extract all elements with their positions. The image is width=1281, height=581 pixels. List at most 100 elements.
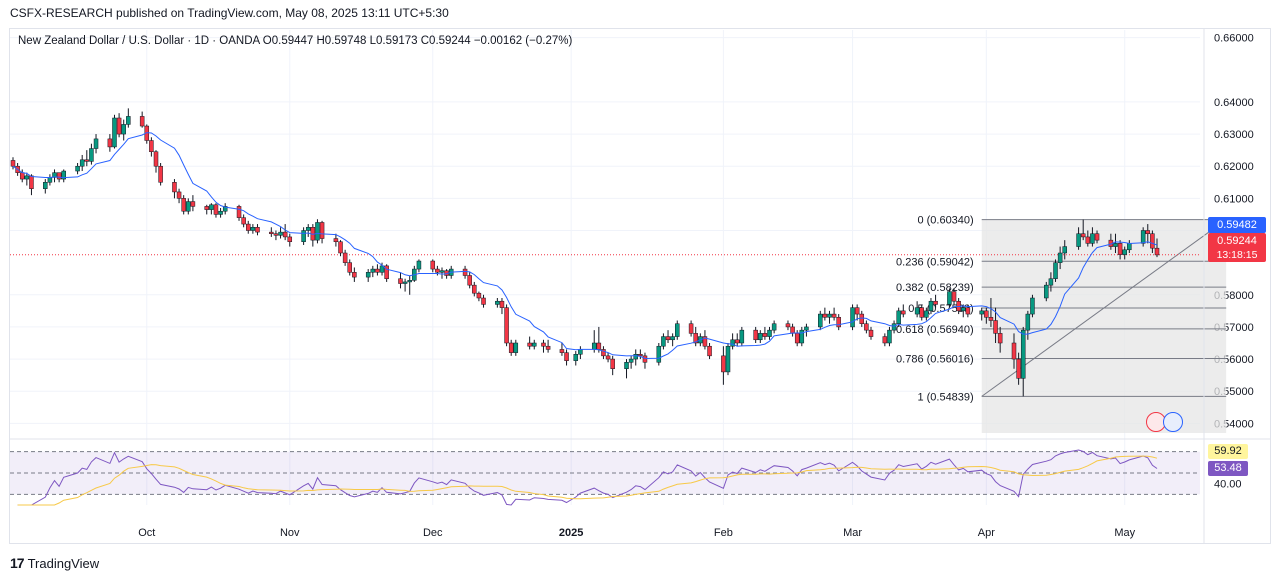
candle-body: [186, 201, 191, 212]
candle-body: [1145, 230, 1151, 234]
candle-body: [854, 307, 860, 315]
candle-body: [688, 323, 694, 334]
candle-body: [402, 281, 408, 284]
candle-body: [495, 300, 500, 305]
candle-body: [730, 339, 735, 347]
candle-body: [370, 268, 376, 273]
candle-body: [822, 313, 828, 318]
candle-body: [882, 336, 888, 344]
candle-body: [56, 172, 62, 180]
candle-body: [1076, 233, 1081, 247]
candle-body: [1048, 278, 1054, 286]
price-axis-label: 0.61000: [1214, 193, 1254, 205]
candle-body: [753, 329, 758, 341]
candle-body: [10, 160, 16, 167]
time-axis-label: May: [1114, 527, 1135, 539]
candle-body: [398, 278, 403, 284]
candle-body: [591, 342, 597, 350]
candle-body: [342, 252, 348, 263]
candle-body: [896, 310, 901, 324]
ohlc-open: O0.59447: [262, 35, 314, 47]
candle-body: [919, 307, 924, 318]
time-axis-label: 2025: [559, 527, 583, 539]
candle-body: [139, 116, 145, 127]
candle-body: [43, 182, 48, 189]
candle-body: [573, 354, 579, 361]
candle-body: [84, 159, 90, 162]
candle-body: [1053, 262, 1058, 279]
candle-body: [52, 172, 57, 178]
candle-body: [1127, 243, 1132, 251]
footer-brand-label: TradingView: [27, 555, 100, 571]
candle-body: [559, 349, 565, 353]
candle-body: [818, 313, 823, 328]
fib-level-label: 0.236 (0.59042): [896, 256, 974, 268]
candle-body: [1150, 233, 1155, 249]
candle-body: [758, 333, 763, 341]
candle-body: [255, 227, 260, 233]
candle-body: [476, 292, 482, 299]
candle-body: [338, 241, 343, 254]
candle-body: [347, 262, 352, 273]
time-axis-label: Dec: [423, 527, 443, 539]
candle-body: [1122, 249, 1127, 255]
candle-body: [430, 260, 436, 270]
candle-body: [794, 333, 800, 344]
rsi-line: [17, 449, 1158, 506]
flag-icon[interactable]: [1163, 412, 1183, 432]
candle-body: [333, 238, 339, 243]
ohlc-change: −0.00162 (−0.27%): [473, 35, 573, 47]
candle-body: [947, 291, 952, 305]
chart-frame: [9, 28, 1271, 544]
candle-body: [707, 345, 712, 357]
candle-body: [47, 177, 53, 183]
price-axis-label: 0.64000: [1214, 97, 1254, 109]
candle-body: [532, 342, 537, 347]
candle-body: [887, 329, 892, 344]
candle-body: [850, 307, 855, 328]
candle-body: [93, 138, 99, 149]
candle-body: [836, 317, 841, 328]
candle-body: [213, 204, 219, 215]
candle-body: [1030, 297, 1035, 315]
candle-body: [633, 354, 638, 360]
rsi-axis-label: 40.00: [1214, 479, 1242, 491]
bar-countdown-tag: 13:18:15: [1208, 249, 1266, 262]
candle-body: [269, 231, 274, 234]
candle-body: [241, 217, 246, 225]
time-axis-label: Nov: [280, 527, 300, 539]
candle-body: [984, 310, 989, 318]
candle-body: [250, 227, 256, 231]
candle-body: [1011, 342, 1017, 360]
candle-body: [29, 175, 34, 189]
candle-body: [513, 342, 519, 353]
candle-body: [278, 231, 283, 236]
candle-body: [914, 307, 920, 315]
fib-level-label: 0.618 (0.56940): [896, 324, 974, 336]
candle-body: [287, 236, 293, 243]
candle-body: [204, 206, 209, 210]
candle-body: [218, 210, 223, 215]
candle-body: [1094, 233, 1100, 241]
candle-body: [236, 206, 242, 218]
candle-body: [993, 320, 998, 334]
time-axis-label: Mar: [843, 527, 862, 539]
candle-body: [181, 198, 186, 212]
candle-body: [1090, 233, 1095, 244]
fib-level-label: 1 (0.54839): [917, 391, 973, 403]
candle-body: [435, 268, 440, 273]
candle-body: [831, 313, 837, 318]
candle-body: [702, 336, 708, 347]
candle-body: [319, 222, 325, 239]
candle-body: [624, 362, 629, 369]
candle-body: [1080, 233, 1086, 238]
candle-body: [24, 175, 30, 180]
symbol-legend: New Zealand Dollar / U.S. Dollar · 1D · …: [18, 35, 572, 47]
candle-body: [790, 326, 795, 334]
candle-body: [656, 345, 662, 363]
candle-body: [504, 307, 509, 344]
candle-body: [891, 323, 897, 331]
candle-body: [675, 323, 680, 337]
candle-body: [126, 116, 131, 125]
